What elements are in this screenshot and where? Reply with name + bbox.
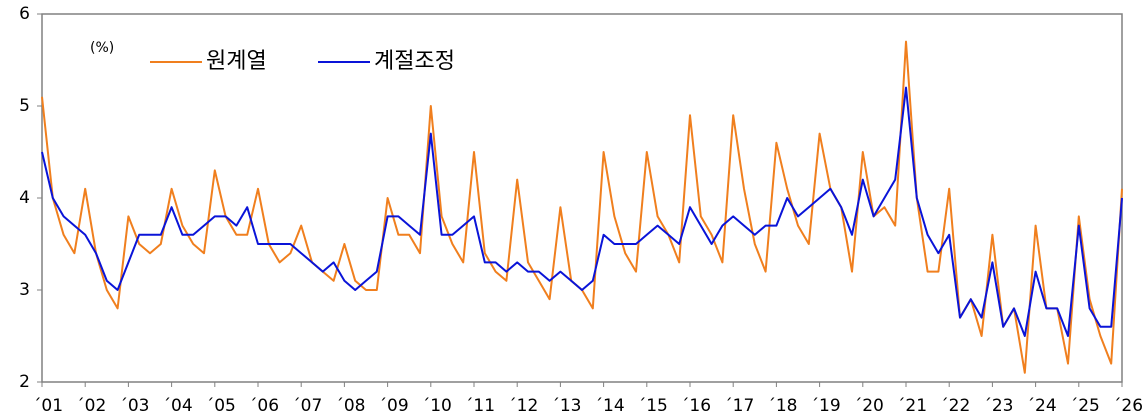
y-tick-label: 4: [19, 188, 30, 208]
x-tick-label: ´06: [249, 396, 279, 416]
plot-frame: [41, 13, 1123, 383]
x-tick-label: ´03: [119, 396, 149, 416]
x-tick-label: ´07: [292, 396, 322, 416]
x-tick-label: ´23: [983, 396, 1013, 416]
x-tick-label: ´21: [897, 396, 927, 416]
x-tick-label: ´26: [1113, 396, 1142, 416]
x-tick-label: ´24: [1027, 396, 1057, 416]
x-tick-label: ´20: [854, 396, 884, 416]
x-tick-label: ´13: [551, 396, 581, 416]
x-tick-label: ´12: [508, 396, 538, 416]
x-tick-label: ´04: [163, 396, 193, 416]
y-tick-label: 5: [19, 96, 30, 116]
x-tick-label: ´15: [638, 396, 668, 416]
x-tick-label: ´19: [811, 396, 841, 416]
x-tick-label: ´10: [422, 396, 452, 416]
y-tick-label: 6: [19, 4, 30, 24]
x-tick-label: ´02: [76, 396, 106, 416]
x-tick-label: ´14: [595, 396, 625, 416]
x-tick-label: ´25: [1070, 396, 1100, 416]
x-tick-label: ´01: [33, 396, 63, 416]
unit-label: (%): [90, 40, 114, 56]
x-tick-label: ´22: [940, 396, 970, 416]
series-line: [41, 86, 1123, 337]
x-tick-label: ´16: [681, 396, 711, 416]
x-tick-label: ´08: [335, 396, 365, 416]
y-tick-label: 3: [19, 280, 30, 300]
series-line: [41, 40, 1123, 374]
x-tick-label: ´05: [206, 396, 236, 416]
y-tick-label: 2: [19, 372, 30, 392]
x-tick-label: ´17: [724, 396, 754, 416]
x-tick-label: ´11: [465, 396, 495, 416]
legend-label: 계절조정: [374, 49, 455, 74]
x-tick-label: ´09: [379, 396, 409, 416]
x-tick-label: ´18: [767, 396, 797, 416]
legend-label: 원계열: [206, 49, 267, 74]
